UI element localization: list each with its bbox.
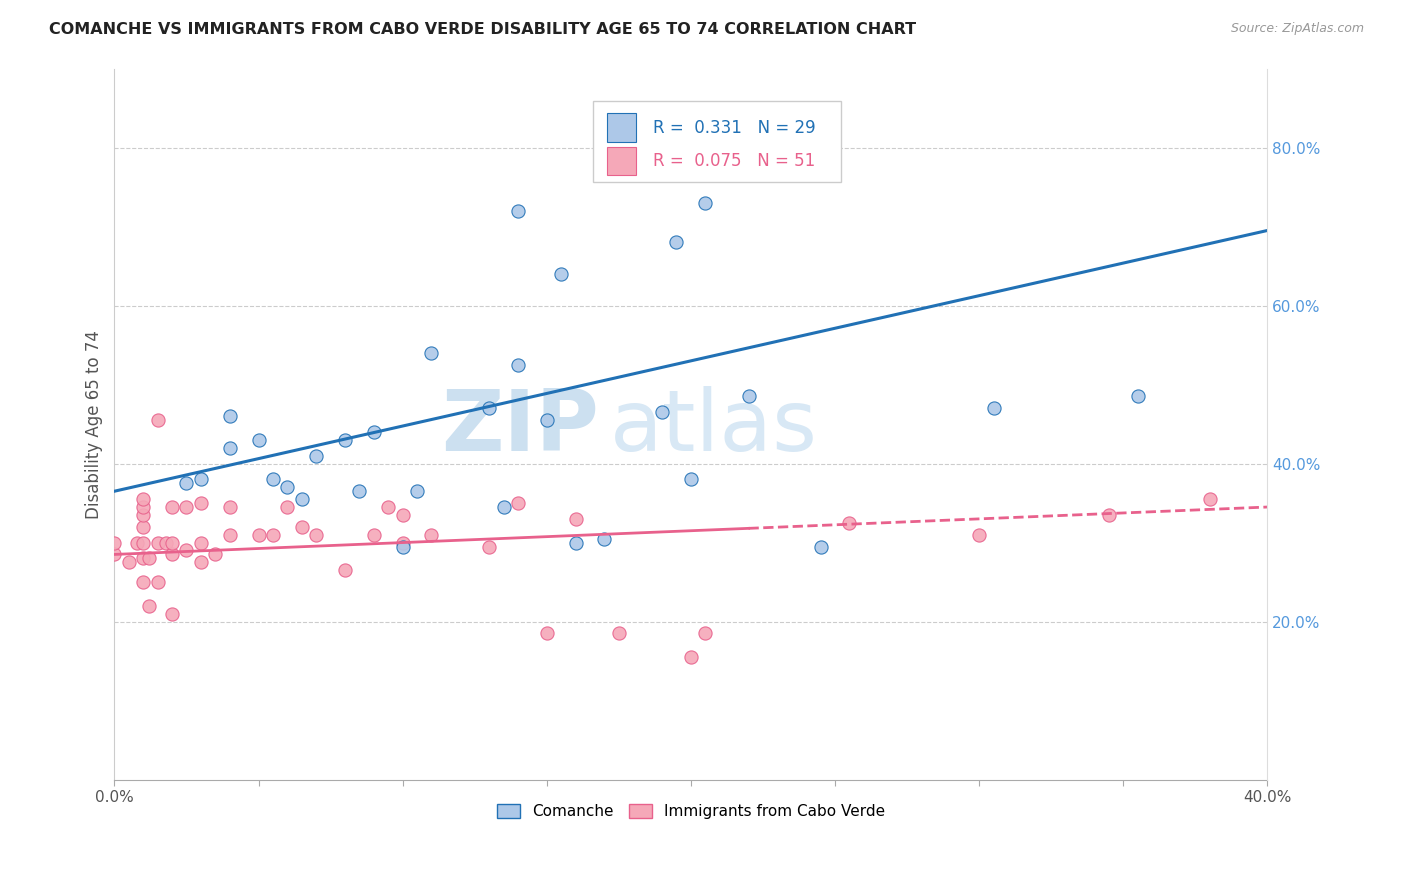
Point [391,535,413,549]
Point [305,449,328,463]
Point [737,117,759,131]
Point [478,401,501,416]
Point [349,484,371,499]
Point [160,548,183,562]
Text: COMANCHE VS IMMIGRANTS FROM CABO VERDE DISABILITY AGE 65 TO 74 CORRELATION CHART: COMANCHE VS IMMIGRANTS FROM CABO VERDE D… [49,22,917,37]
Point [127,535,149,549]
Bar [607,113,636,142]
Point [132,520,155,534]
Point [132,492,155,507]
Point [176,500,198,514]
Point [506,203,529,218]
Point [651,405,673,419]
Point [607,626,630,640]
Point [420,527,443,541]
Point [132,535,155,549]
Legend: Comanche, Immigrants from Cabo Verde: Comanche, Immigrants from Cabo Verde [491,798,891,825]
Point [391,540,413,554]
Point [132,508,155,522]
Point [333,433,356,447]
Point [536,626,558,640]
Point [204,548,226,562]
Point [305,527,328,541]
Text: ZIP: ZIP [441,386,599,469]
Point [506,496,529,510]
Point [983,401,1005,416]
Point [247,527,270,541]
Point [478,540,501,554]
Point [176,543,198,558]
Point [247,433,270,447]
Point [146,413,169,427]
Point [160,607,183,621]
Point [1198,492,1220,507]
Point [391,508,413,522]
Point [291,520,314,534]
Text: R =  0.075   N = 51: R = 0.075 N = 51 [652,152,815,170]
Point [103,548,125,562]
Point [679,472,702,486]
Text: atlas: atlas [610,386,818,469]
Point [363,527,385,541]
Point [377,500,399,514]
Point [363,425,385,439]
Point [262,527,284,541]
Point [138,599,160,613]
Point [118,555,141,569]
Point [420,346,443,360]
Point [276,480,298,494]
Point [276,500,298,514]
Point [291,492,314,507]
Point [218,527,240,541]
Point [132,575,155,590]
Point [333,563,356,577]
Point [160,535,183,549]
Point [695,626,717,640]
Point [967,527,990,541]
Point [665,235,688,250]
Point [103,535,125,549]
Point [506,358,529,372]
Point [160,500,183,514]
Point [695,195,717,210]
Point [190,535,212,549]
Point [810,540,832,554]
Text: Source: ZipAtlas.com: Source: ZipAtlas.com [1230,22,1364,36]
Point [536,413,558,427]
Point [406,484,429,499]
Point [146,575,169,590]
Point [564,535,586,549]
Point [564,512,586,526]
Point [218,409,240,424]
Point [492,500,515,514]
Point [1126,389,1149,403]
Point [132,551,155,566]
Point [190,472,212,486]
Point [132,500,155,514]
Text: R =  0.331   N = 29: R = 0.331 N = 29 [652,119,815,136]
Bar [607,147,636,175]
Point [218,500,240,514]
Point [262,472,284,486]
Point [190,496,212,510]
Point [146,535,169,549]
Y-axis label: Disability Age 65 to 74: Disability Age 65 to 74 [86,330,103,518]
Point [218,441,240,455]
Point [138,551,160,566]
Point [838,516,860,530]
FancyBboxPatch shape [593,101,841,182]
Point [550,267,572,281]
Point [190,555,212,569]
Point [176,476,198,491]
Point [737,389,759,403]
Point [155,535,177,549]
Point [593,532,616,546]
Point [679,650,702,665]
Point [1098,508,1121,522]
